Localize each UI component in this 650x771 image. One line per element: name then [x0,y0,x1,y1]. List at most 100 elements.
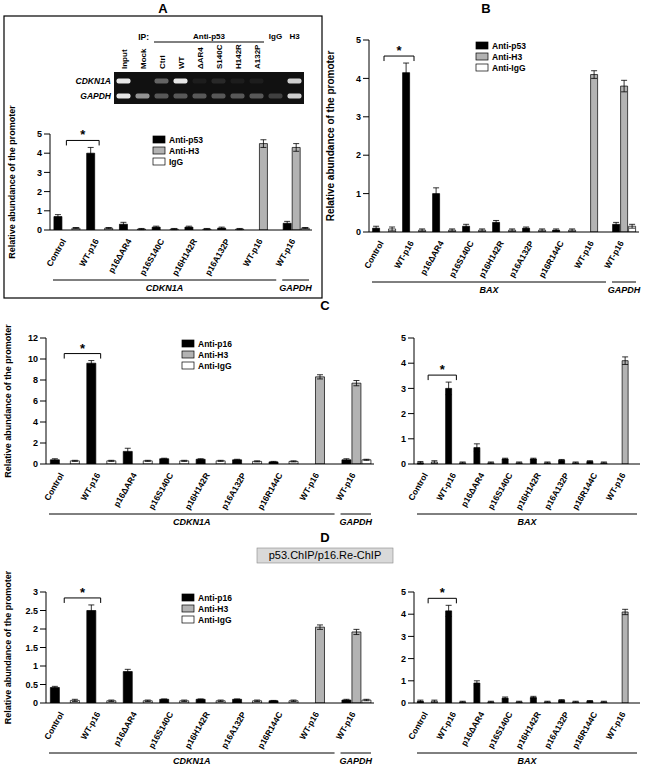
svg-text:Ctrl: Ctrl [158,55,167,69]
svg-text:WT-p16: WT-p16 [602,239,626,270]
svg-text:WT: WT [177,56,186,69]
svg-text:p16S140C: p16S140C [137,237,166,277]
svg-text:Relative abundance of the prom: Relative abundance of the promoter [325,51,336,222]
svg-text:WT-p16: WT-p16 [334,471,358,502]
svg-text:GAPDH: GAPDH [279,283,312,293]
svg-text:BAX: BAX [517,517,537,527]
svg-text:C: C [320,298,330,313]
svg-text:3: 3 [37,168,42,178]
svg-text:0: 0 [37,225,42,235]
svg-text:0: 0 [33,459,38,469]
svg-text:IP:: IP: [138,32,149,42]
svg-text:2: 2 [33,624,38,634]
svg-text:B: B [481,1,490,16]
svg-text:CDKN1A: CDKN1A [173,517,211,527]
svg-text:H3: H3 [289,32,300,41]
svg-text:Anti-p16: Anti-p16 [198,593,232,603]
svg-text:p16A132P: p16A132P [219,471,248,511]
svg-text:IgG: IgG [169,157,184,167]
svg-text:3: 3 [401,384,406,394]
svg-text:Anti-H3: Anti-H3 [169,146,199,156]
svg-text:5: 5 [401,333,406,343]
svg-text:p16S140C: p16S140C [146,710,175,750]
svg-text:1: 1 [37,206,42,216]
svg-text:GAPDH: GAPDH [608,285,641,295]
svg-text:p16H142R: p16H142R [477,239,506,280]
svg-text:Anti-IgG: Anti-IgG [198,361,232,371]
svg-text:*: * [80,127,86,142]
svg-text:p16ΔAR4: p16ΔAR4 [111,710,139,748]
svg-text:5: 5 [401,587,406,597]
svg-text:0: 0 [401,459,406,469]
svg-text:p16H142R: p16H142R [514,471,543,512]
svg-text:GAPDH: GAPDH [340,756,373,766]
svg-text:2: 2 [37,187,42,197]
svg-text:Anti-IgG: Anti-IgG [198,615,232,625]
svg-text:1: 1 [356,189,361,199]
svg-text:A132P: A132P [253,44,262,69]
svg-text:p53.ChIP/p16.Re-ChIP: p53.ChIP/p16.Re-ChIP [269,549,382,561]
svg-text:1: 1 [401,434,406,444]
svg-text:WT-p16: WT-p16 [77,237,101,268]
svg-text:p16A132P: p16A132P [542,710,571,750]
svg-text:WT-p16: WT-p16 [79,710,103,741]
svg-text:Control: Control [406,471,430,502]
svg-text:0.5: 0.5 [25,680,38,690]
svg-text:p16A132P: p16A132P [507,239,536,279]
svg-text:p16A132P: p16A132P [219,710,248,750]
svg-text:1: 1 [401,676,406,686]
svg-text:4: 4 [401,358,406,368]
svg-text:3: 3 [401,632,406,642]
svg-text:*: * [80,341,86,356]
svg-text:2: 2 [401,654,406,664]
svg-text:p16A132P: p16A132P [203,237,232,277]
svg-text:p16S140C: p16S140C [486,471,515,511]
svg-text:2: 2 [33,438,38,448]
svg-text:5: 5 [37,129,42,139]
svg-text:*: * [440,362,446,377]
svg-text:p16ΔAR4: p16ΔAR4 [459,471,487,509]
svg-text:p16ΔAR4: p16ΔAR4 [459,710,487,748]
svg-text:BAX: BAX [517,756,537,766]
svg-text:CDKN1A: CDKN1A [146,283,184,293]
svg-text:BAX: BAX [479,285,499,295]
svg-text:*: * [440,585,446,600]
svg-text:GAPDH: GAPDH [80,91,112,101]
svg-text:p16H142R: p16H142R [170,237,199,278]
svg-text:Anti-H3: Anti-H3 [198,350,228,360]
svg-text:1.5: 1.5 [25,643,38,653]
svg-text:5: 5 [356,35,361,45]
svg-text:IgG: IgG [269,32,282,41]
svg-text:WT-p16: WT-p16 [241,237,265,268]
svg-text:GAPDH: GAPDH [340,517,373,527]
svg-text:p16R144C: p16R144C [570,471,599,512]
svg-text:WT-p16: WT-p16 [274,237,298,268]
svg-text:Relative abundance of the prom: Relative abundance of the promoter [8,570,13,724]
svg-text:p16ΔAR4: p16ΔAR4 [106,237,134,275]
svg-text:3: 3 [356,112,361,122]
svg-text:4: 4 [37,148,42,158]
svg-text:WT-p16: WT-p16 [334,710,358,741]
svg-text:1: 1 [33,661,38,671]
svg-text:*: * [80,585,86,600]
svg-text:CDKN1A: CDKN1A [76,76,111,86]
svg-text:2: 2 [356,150,361,160]
svg-text:10: 10 [28,354,38,364]
svg-text:WT-p16: WT-p16 [297,710,321,741]
svg-text:Control: Control [406,710,430,741]
svg-text:p16R144C: p16R144C [570,710,599,751]
svg-text:Control: Control [42,710,66,741]
svg-text:WT-p16: WT-p16 [572,239,596,270]
svg-text:Anti-H3: Anti-H3 [198,604,228,614]
svg-text:2.5: 2.5 [25,606,38,616]
svg-text:Anti-H3: Anti-H3 [492,52,522,62]
svg-text:4: 4 [401,609,406,619]
svg-text:12: 12 [28,333,38,343]
svg-text:Control: Control [362,239,386,270]
svg-text:WT-p16: WT-p16 [604,471,628,502]
svg-text:0: 0 [401,698,406,708]
svg-text:p16R144C: p16R144C [255,710,284,751]
svg-text:p16S140C: p16S140C [146,471,175,511]
svg-text:Input: Input [120,49,129,69]
svg-text:4: 4 [356,74,361,84]
